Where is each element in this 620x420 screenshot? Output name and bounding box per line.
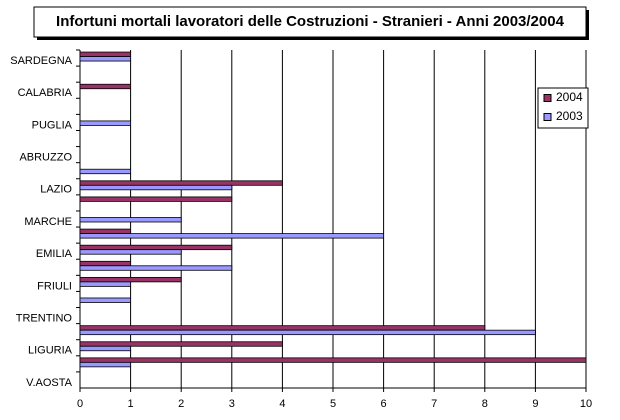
bar <box>79 51 131 57</box>
bar <box>79 196 233 202</box>
bar <box>79 276 182 283</box>
y-tick-label: LIGURIA <box>28 345 73 357</box>
y-tick-label: PUGLIA <box>32 119 73 131</box>
bar <box>79 180 283 186</box>
x-tick-label: 10 <box>580 398 592 410</box>
title-box <box>33 6 587 38</box>
y-tick-label: LAZIO <box>40 184 72 196</box>
legend-label: 2003 <box>556 109 583 123</box>
bar <box>79 281 131 287</box>
bar <box>79 260 131 267</box>
bar <box>79 120 131 126</box>
legend-swatch <box>543 94 552 102</box>
bar <box>79 249 182 255</box>
x-tick-label: 8 <box>482 398 488 410</box>
y-tick-label: MARCHE <box>24 216 72 228</box>
bar <box>79 325 486 331</box>
legend-swatch <box>543 113 552 121</box>
x-tick-label: 2 <box>178 398 184 410</box>
y-tick-label: FRIULI <box>37 280 72 292</box>
x-tick-label: 3 <box>229 398 235 410</box>
y-tick-label: V.AOSTA <box>26 377 73 389</box>
bar <box>79 56 131 62</box>
y-tick-label: EMILIA <box>36 248 73 260</box>
bar <box>79 244 233 251</box>
bar <box>79 184 233 191</box>
y-tick-label: TRENTINO <box>16 312 73 324</box>
x-tick-label: 5 <box>330 398 336 410</box>
y-tick-label: SARDEGNA <box>10 55 72 67</box>
x-tick-label: 1 <box>128 398 134 410</box>
x-tick-label: 7 <box>431 398 437 410</box>
bar <box>79 217 182 223</box>
x-tick-label: 4 <box>279 398 285 410</box>
bar <box>79 233 385 239</box>
bar <box>79 329 536 336</box>
y-tick-label: CALABRIA <box>18 87 73 99</box>
y-tick-label: ABRUZZO <box>19 152 72 164</box>
bar <box>79 83 131 90</box>
bar <box>79 361 131 368</box>
bar <box>79 341 283 347</box>
bar <box>79 345 131 352</box>
x-tick-label: 6 <box>381 398 387 410</box>
x-tick-label: 9 <box>532 398 538 410</box>
legend-label: 2004 <box>556 90 583 104</box>
bar <box>79 265 233 271</box>
bar <box>79 357 587 363</box>
x-tick-label: 0 <box>77 398 83 410</box>
bar <box>79 297 131 303</box>
chart-title: Infortuni mortali lavoratori delle Costr… <box>56 13 565 30</box>
bar <box>79 168 131 175</box>
bar <box>79 228 131 234</box>
